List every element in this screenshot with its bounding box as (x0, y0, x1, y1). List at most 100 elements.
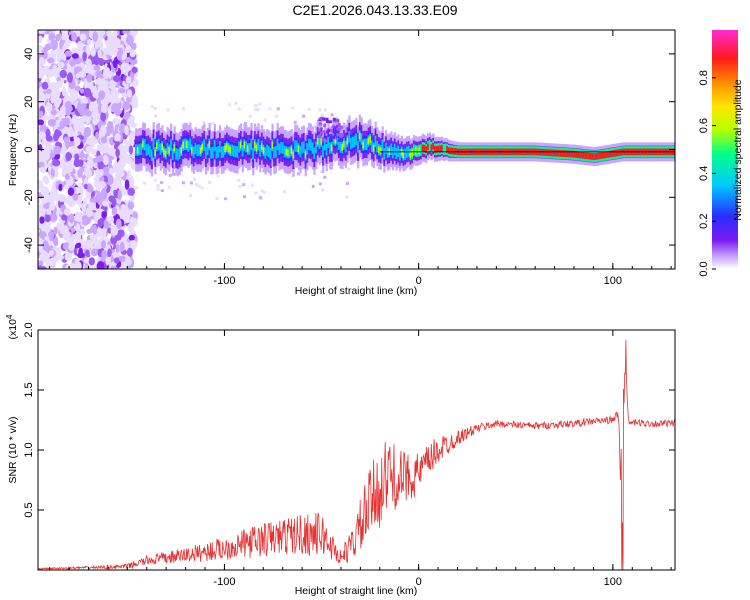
spectrogram-cell (423, 144, 426, 152)
spectrogram-cell (435, 146, 438, 153)
spectrogram-cell (306, 143, 309, 155)
spectrogram-cell (110, 225, 119, 236)
spectrogram-cell (115, 243, 120, 254)
spectrogram-cell (285, 148, 288, 156)
spectrogram-cell (107, 227, 112, 234)
spectrogram-cell (559, 150, 563, 157)
spectrogram-cell (171, 148, 175, 160)
spectrogram-cell (46, 88, 52, 94)
spectrogram-cell (580, 151, 584, 159)
spectrogram-cell (575, 151, 578, 158)
spectrogram-cell (364, 138, 367, 151)
spectrogram-cell (92, 102, 99, 109)
spectrogram-cell (596, 152, 599, 160)
spectrogram-cell (67, 126, 73, 135)
spectrogram-cell (79, 33, 87, 42)
spectrogram-cell (102, 69, 110, 80)
spectrogram-cell (47, 57, 55, 64)
spectrogram-cell (584, 152, 587, 159)
spectrogram-cell (243, 141, 246, 149)
spectrogram-cell (579, 151, 582, 159)
spectrogram-cell (323, 138, 327, 151)
spectrogram-cell (202, 121, 206, 125)
spectrogram-cell (194, 142, 197, 155)
spectrogram-cell (65, 264, 72, 269)
spectrogram-cell (127, 187, 135, 196)
spectrogram-cell (332, 119, 336, 123)
spectrogram-cell (212, 146, 215, 159)
spectrogram-cell (86, 110, 92, 117)
spectrogram-cell (38, 131, 47, 140)
spectrogram-cell (393, 143, 396, 156)
spectrogram-cell (175, 148, 178, 160)
spectrogram-y-tick-label: 40 (23, 48, 35, 60)
spectrogram-cell (86, 210, 94, 217)
spectrogram-cell (77, 40, 84, 50)
spectrogram-cell (173, 172, 177, 176)
spectrogram-cell (123, 139, 129, 146)
spectrogram-cell (38, 86, 43, 97)
spectrogram-cell (292, 151, 295, 159)
spectrogram-cell (88, 265, 93, 269)
spectrogram-cell (126, 154, 131, 165)
spectrogram-cell (80, 88, 85, 94)
spectrogram-cell (397, 145, 400, 158)
spectrogram-cell (52, 159, 61, 167)
spectrogram-cell (317, 128, 321, 132)
spectrogram-cell (330, 129, 334, 133)
spectrogram-cell (344, 140, 348, 153)
spectrogram-cell (80, 150, 85, 160)
spectrogram-cell (323, 108, 327, 112)
spectrogram-cell (254, 104, 258, 108)
spectrogram-cell (113, 75, 121, 83)
spectrogram-cell (156, 184, 160, 188)
spectrogram-cell (332, 135, 336, 139)
spectrogram-cell (343, 140, 346, 148)
spectrogram-cell (301, 142, 304, 154)
spectrogram-cell (153, 178, 157, 182)
spectrogram-cell (319, 131, 323, 135)
spectrogram-cell (177, 149, 180, 161)
spectrogram-cell (145, 144, 148, 156)
spectrogram-cell (54, 89, 59, 95)
spectrogram-cell (112, 59, 118, 69)
spectrogram-cell (170, 139, 173, 151)
spectrogram-cell (113, 118, 120, 124)
spectrogram-cell (66, 72, 74, 84)
spectrogram-cell (281, 142, 285, 154)
spectrogram-cell (75, 222, 81, 233)
spectrogram-cell (102, 80, 110, 87)
spectrogram-cell (181, 181, 185, 185)
spectrogram-cell (444, 143, 447, 155)
spectrogram-cell (129, 240, 137, 247)
spectrogram-cell (246, 145, 250, 153)
spectrogram-cell (603, 151, 606, 159)
spectrogram-cell (570, 150, 573, 158)
spectrogram-cell (43, 203, 51, 210)
spectrogram-cell (38, 57, 45, 65)
spectrogram-cell (65, 174, 70, 181)
spectrogram-cell (60, 194, 66, 200)
spectrogram-cell (118, 255, 127, 262)
spectrogram-cell (64, 50, 73, 57)
spectrogram-cell (315, 141, 318, 154)
spectrogram-cell (85, 45, 91, 56)
spectrogram-cell (259, 145, 262, 157)
spectrogram-cell (128, 234, 135, 241)
spectrogram-cell (242, 195, 246, 199)
spectrogram-cell (197, 184, 201, 188)
spectrogram-cell (451, 147, 454, 155)
spectrogram-cell (318, 182, 322, 186)
spectrogram-cell (61, 34, 68, 41)
spectrogram-cell (59, 120, 66, 129)
spectrogram-cell (257, 138, 260, 151)
spectrogram-cell (238, 141, 241, 153)
spectrogram-cell (42, 240, 49, 251)
spectrogram-cell (157, 138, 161, 151)
spectrogram-cell (288, 146, 292, 158)
spectrogram-cell (153, 106, 157, 110)
spectrogram-cell (283, 190, 287, 194)
spectrogram-cell (614, 149, 617, 157)
spectrogram-cell (161, 143, 164, 151)
